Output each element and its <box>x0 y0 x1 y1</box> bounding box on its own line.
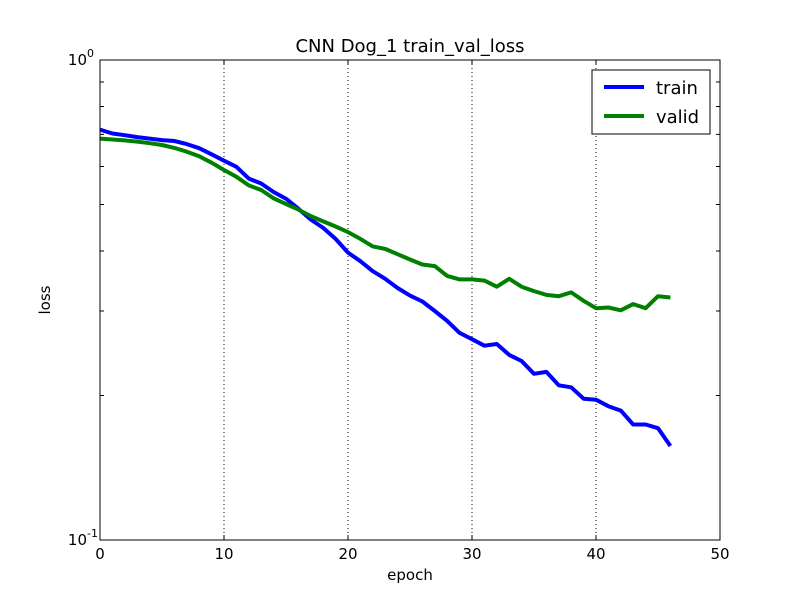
x-tick-label: 10 <box>214 545 233 563</box>
y-tick-label-exponent: -1 <box>87 527 98 540</box>
x-tick-label: 0 <box>95 545 105 563</box>
y-tick-label: 10 <box>68 51 87 69</box>
y-tick-label: 10 <box>68 531 87 549</box>
plot-frame <box>99 59 721 541</box>
x-tick-label: 30 <box>462 545 481 563</box>
y-tick-label-exponent: 0 <box>87 47 94 60</box>
legend-label-train: train <box>656 78 698 99</box>
legend-label-valid: valid <box>656 107 699 128</box>
series-line-valid <box>99 136 671 313</box>
chart-title: CNN Dog_1 train_val_loss <box>295 36 524 57</box>
x-tick-label: 50 <box>710 545 729 563</box>
grid-lines <box>223 60 597 540</box>
x-axis-label: epoch <box>387 566 433 584</box>
y-axis-label: loss <box>36 285 54 314</box>
series-line-train <box>99 127 673 448</box>
x-tick-label: 20 <box>338 545 357 563</box>
legend: train valid <box>591 69 711 135</box>
legend-box <box>591 69 711 135</box>
x-tick-label: 40 <box>586 545 605 563</box>
series-lines <box>99 127 673 448</box>
